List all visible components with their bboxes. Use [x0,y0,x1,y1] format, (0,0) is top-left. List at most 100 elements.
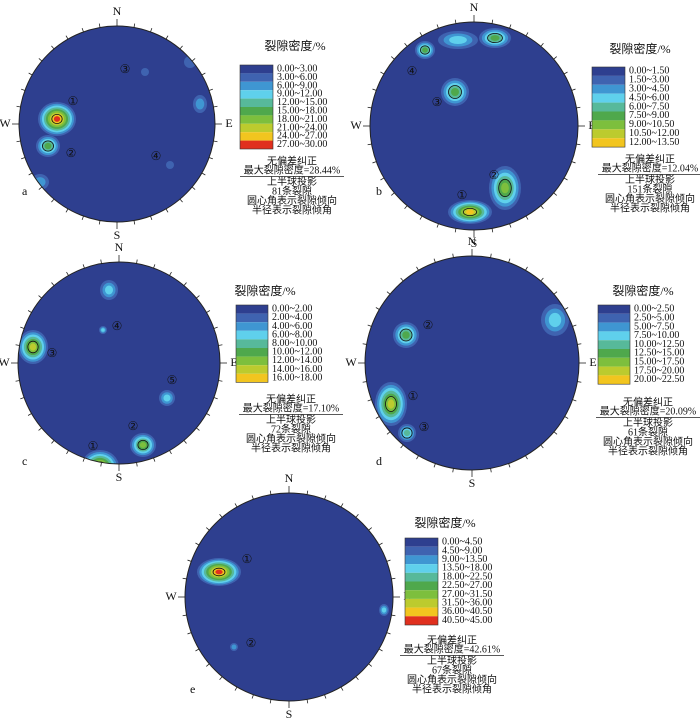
legend-label: 14.00~16.00 [272,364,322,375]
panel-label: a [22,184,28,198]
set-label: ① [242,552,253,566]
tick-mark [100,462,102,467]
set-label: ② [246,636,257,650]
compass-label: N [470,0,479,14]
legend-swatch [240,81,273,91]
tick-mark [218,380,223,382]
legend-border [591,66,626,148]
legend-label: 7.50~10.00 [634,330,679,341]
legend-swatch [236,365,268,374]
legend-label: 40.50~45.00 [442,615,492,626]
legend-swatch [405,538,438,547]
tick-mark [133,220,136,225]
density-contour [101,328,105,332]
tick-mark [187,559,192,562]
compass-label: W [350,118,362,132]
legend-swatch [598,322,630,332]
panel: NESW①②③④b裂隙密度/%0.00~1.501.50~3.003.00~4.… [350,0,700,250]
tick-mark [234,503,238,508]
note: 圆心角表示裂隙倾向 [605,192,695,205]
tick-mark [571,88,576,91]
legend-swatch [240,73,273,82]
set-label: ② [128,419,139,433]
density-contour [451,88,459,96]
tick-mark [540,43,544,47]
tick-mark [400,277,404,282]
tick-mark [419,215,423,220]
note: 圆心角表示裂隙倾向 [247,194,337,207]
tick-mark [21,157,26,160]
note: 67条裂隙 [432,663,472,676]
note: 半径表示裂隙倾角 [252,203,332,216]
note: 最大裂隙密度=28.44% [244,164,340,177]
legend-border [404,537,439,626]
tick-mark [251,694,254,699]
note: 上半球投影 [625,173,675,186]
tick-mark [213,140,218,143]
tick-mark [187,632,192,635]
legend-swatch [598,331,630,341]
tick-mark [206,413,211,416]
legend-label: 0.00~2.50 [634,304,674,315]
legend-swatch [240,65,273,74]
tick-mark [553,192,557,196]
compass-label: W [0,116,11,130]
tick-mark [213,397,218,400]
tick-mark [564,416,569,419]
legend-label: 13.50~18.00 [442,563,492,574]
panel-label: b [376,184,382,198]
density-contour [53,116,61,122]
legend-label: 18.00~22.50 [442,571,492,582]
legend-swatch [405,581,438,591]
density-contour [215,569,223,575]
tick-mark [367,143,372,146]
density-contour [195,98,205,110]
legend-label: 5.00~7.50 [634,321,674,332]
legend-swatch [592,129,625,139]
density-contour [465,209,475,215]
tick-mark [213,105,218,108]
legend-swatch [598,366,630,376]
tick-mark [208,88,213,91]
density-contour [490,35,500,41]
note: 圆心角表示裂隙倾向 [407,673,497,686]
legend-swatch [240,123,273,133]
panel-label: d [376,454,382,468]
tick-mark [28,172,33,176]
legend-label: 0.00~2.00 [272,304,312,315]
legend-label: 0.00~3.00 [277,63,317,74]
tick-mark [362,343,367,345]
tick-mark [66,271,69,276]
legend-swatch [592,67,625,76]
tick-mark [196,427,200,431]
tick-mark [368,663,372,667]
density-contour [501,182,509,194]
tick-mark [51,282,55,286]
tick-mark [218,344,223,346]
legend-title: 裂隙密度/% [234,283,295,298]
note: 上半球投影 [267,175,317,188]
compass-label: E [230,355,237,369]
compass-label: S [469,476,476,490]
legend-swatch [598,340,630,349]
compass-label: S [114,228,121,242]
legend-label: 36.00~40.50 [442,606,492,617]
tick-mark [136,259,138,264]
tick-mark [201,72,206,76]
tick-mark [375,307,380,310]
compass-label: W [165,589,177,603]
tick-mark [206,663,210,667]
note: 半径表示裂隙倾角 [412,682,492,695]
legend-label: 22.50~27.00 [442,580,492,591]
tick-mark [150,28,153,33]
stereonet [365,256,579,470]
tick-mark [219,514,223,518]
tick-mark [196,295,200,299]
tick-mark [452,468,454,473]
tick-mark [380,71,385,75]
note: 81条裂隙 [272,184,312,197]
legend-swatch [240,140,273,149]
tick-mark [340,503,344,508]
tick-mark [404,43,408,47]
legend-label: 2.00~4.00 [272,312,312,323]
